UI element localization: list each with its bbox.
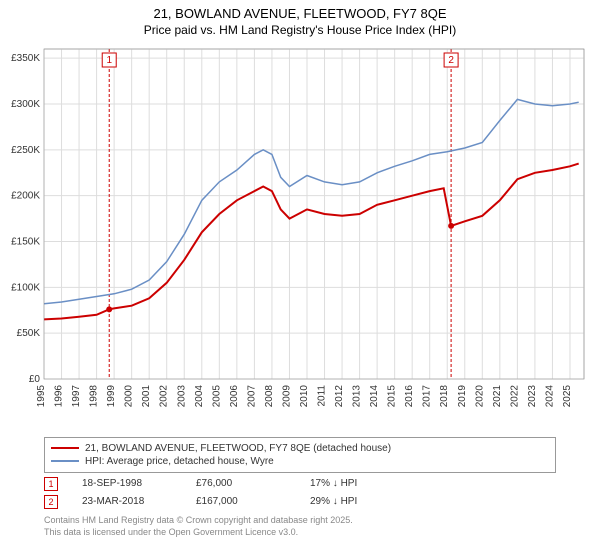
legend-label: HPI: Average price, detached house, Wyre: [85, 456, 274, 467]
event-delta: 17% ↓ HPI: [310, 478, 400, 489]
svg-text:£0: £0: [29, 374, 41, 385]
svg-text:2025: 2025: [562, 384, 573, 407]
event-marker: 1: [44, 477, 58, 491]
svg-text:1996: 1996: [54, 384, 65, 407]
svg-text:2001: 2001: [141, 384, 152, 407]
event-delta: 29% ↓ HPI: [310, 496, 400, 507]
svg-text:2024: 2024: [544, 384, 555, 407]
svg-text:£250K: £250K: [11, 145, 40, 156]
svg-text:2014: 2014: [369, 384, 380, 407]
svg-text:2009: 2009: [281, 384, 292, 407]
svg-text:2018: 2018: [439, 384, 450, 407]
legend: 21, BOWLAND AVENUE, FLEETWOOD, FY7 8QE (…: [44, 437, 556, 473]
legend-swatch: [51, 447, 79, 449]
svg-text:2002: 2002: [159, 384, 170, 407]
event-date: 23-MAR-2018: [82, 496, 172, 507]
svg-text:2003: 2003: [176, 384, 187, 407]
svg-text:2012: 2012: [334, 384, 345, 407]
svg-text:2017: 2017: [422, 384, 433, 407]
svg-text:2020: 2020: [474, 384, 485, 407]
legend-item: 21, BOWLAND AVENUE, FLEETWOOD, FY7 8QE (…: [51, 442, 549, 455]
svg-text:2011: 2011: [317, 384, 328, 406]
svg-text:2023: 2023: [527, 384, 538, 407]
svg-text:1: 1: [106, 55, 112, 66]
svg-text:£50K: £50K: [17, 328, 41, 339]
svg-text:2004: 2004: [194, 384, 205, 407]
svg-text:2000: 2000: [124, 384, 135, 407]
svg-text:£200K: £200K: [11, 191, 40, 202]
svg-text:1998: 1998: [89, 384, 100, 407]
event-row: 2 23-MAR-2018 £167,000 29% ↓ HPI: [44, 495, 556, 509]
legend-swatch: [51, 460, 79, 462]
footer: Contains HM Land Registry data © Crown c…: [44, 515, 556, 538]
chart-plot-area: £0 £50K £100K £150K £200K £250K £300K £350K 1995…: [0, 41, 600, 431]
svg-text:2016: 2016: [404, 384, 415, 407]
svg-text:2019: 2019: [457, 384, 468, 407]
svg-text:£350K: £350K: [11, 53, 40, 64]
svg-text:£100K: £100K: [11, 282, 40, 293]
svg-text:2013: 2013: [352, 384, 363, 407]
svg-text:2006: 2006: [229, 384, 240, 407]
svg-text:1999: 1999: [106, 384, 117, 407]
svg-text:1997: 1997: [71, 384, 82, 407]
svg-text:2007: 2007: [246, 384, 257, 407]
event-row: 1 18-SEP-1998 £76,000 17% ↓ HPI: [44, 477, 556, 491]
svg-text:2: 2: [448, 55, 454, 66]
chart-svg: £0 £50K £100K £150K £200K £250K £300K £350K 1995…: [0, 41, 600, 431]
svg-text:1995: 1995: [36, 384, 47, 407]
chart-container: 21, BOWLAND AVENUE, FLEETWOOD, FY7 8QE P…: [0, 0, 600, 560]
svg-text:2008: 2008: [264, 384, 275, 407]
svg-text:2021: 2021: [492, 384, 503, 407]
event-price: £167,000: [196, 496, 286, 507]
footer-line: This data is licensed under the Open Gov…: [44, 527, 556, 539]
chart-title: 21, BOWLAND AVENUE, FLEETWOOD, FY7 8QE: [0, 0, 600, 23]
chart-subtitle: Price paid vs. HM Land Registry's House …: [0, 23, 600, 41]
event-marker: 2: [44, 495, 58, 509]
svg-text:2022: 2022: [509, 384, 520, 407]
legend-item: HPI: Average price, detached house, Wyre: [51, 455, 549, 468]
svg-text:2015: 2015: [387, 384, 398, 407]
svg-text:£150K: £150K: [11, 236, 40, 247]
legend-label: 21, BOWLAND AVENUE, FLEETWOOD, FY7 8QE (…: [85, 443, 391, 454]
footer-line: Contains HM Land Registry data © Crown c…: [44, 515, 556, 527]
event-price: £76,000: [196, 478, 286, 489]
svg-text:2005: 2005: [211, 384, 222, 407]
svg-text:£300K: £300K: [11, 99, 40, 110]
event-date: 18-SEP-1998: [82, 478, 172, 489]
svg-text:2010: 2010: [299, 384, 310, 407]
